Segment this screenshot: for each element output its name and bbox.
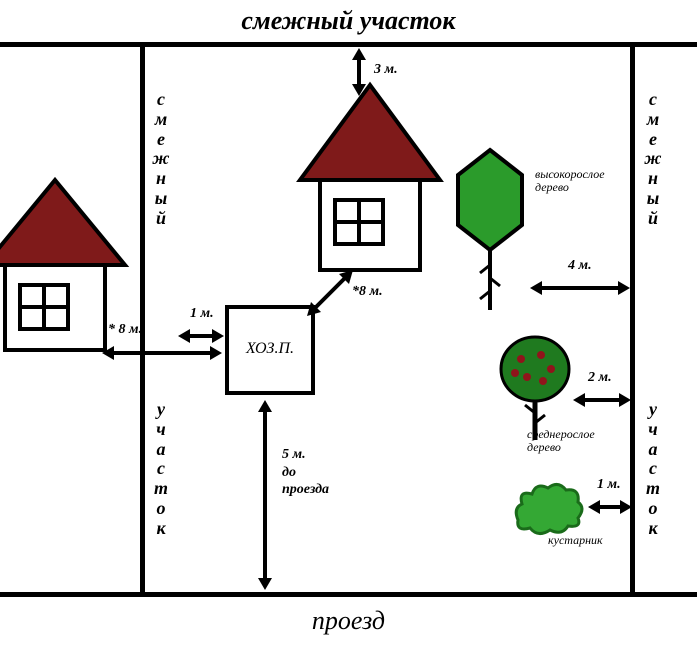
tall-tree-label: высокорослоедерево: [535, 168, 605, 194]
tall-tree-icon: [450, 145, 530, 315]
arrow-3m: [349, 48, 369, 96]
dim-8m-left: * 8 м.: [108, 322, 142, 338]
arrow-1m-bush: [588, 497, 632, 517]
dim-3m: 3 м.: [374, 62, 398, 78]
arrow-1m-left: [178, 326, 224, 346]
arrow-4m: [530, 278, 630, 298]
arrow-5m: [255, 400, 275, 590]
medium-tree-label: среднерослоедерево: [527, 428, 595, 454]
dim-8m-right: *8 м.: [352, 284, 383, 300]
border-left-inner: [140, 42, 145, 597]
vlabel-right-upper: смежный: [644, 90, 662, 229]
arrow-8m-diag: [305, 268, 355, 318]
vlabel-left-lower: участок: [152, 400, 170, 539]
dim-1m-bush: 1 м.: [597, 477, 621, 493]
arrow-8m-left: [102, 343, 222, 363]
title-top: смежный участок: [0, 6, 697, 36]
bush-icon: [508, 480, 588, 536]
bush-label: кустарник: [548, 534, 603, 547]
dim-2m: 2 м.: [588, 370, 612, 386]
vlabel-right-lower: участок: [644, 400, 662, 539]
dim-5m: 5 м.допроезда: [282, 446, 362, 499]
dim-4m: 4 м.: [568, 258, 592, 274]
arrow-2m: [573, 390, 631, 410]
house-right-icon: [295, 85, 445, 275]
dim-1m-left: 1 м.: [190, 306, 214, 322]
vlabel-left-upper: смежный: [152, 90, 170, 229]
title-bottom: проезд: [0, 606, 697, 636]
border-top: [0, 42, 697, 47]
outbuilding-label: ХОЗ.П.: [232, 340, 308, 358]
border-bottom: [0, 592, 697, 597]
